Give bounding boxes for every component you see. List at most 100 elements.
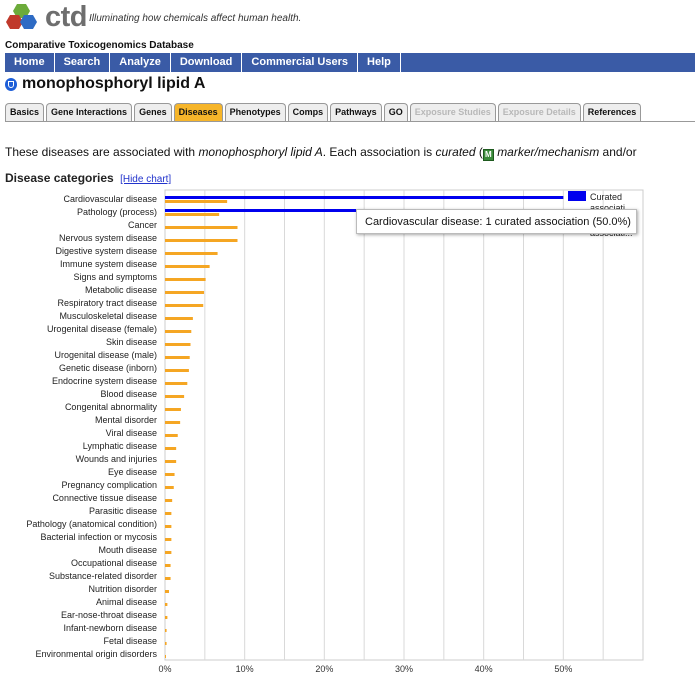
category-label: Cardiovascular disease [63,194,157,204]
category-label: Respiratory tract disease [57,298,157,308]
x-tick-label: 20% [315,664,333,674]
intro-part2: . Each association is [322,145,436,159]
section-title: Disease categories [Hide chart] [5,171,171,185]
nav-help[interactable]: Help [358,53,401,72]
category-label: Lymphatic disease [83,441,157,451]
association-bar[interactable] [165,382,188,385]
tab-go[interactable]: GO [383,103,408,121]
category-label: Pathology (anatomical condition) [26,519,157,529]
association-bar[interactable] [165,330,192,333]
category-label: Musculoskeletal disease [59,311,157,321]
legend-label-curated-cont: associati... [590,203,633,213]
association-bar[interactable] [165,434,178,437]
association-bar[interactable] [165,577,171,580]
association-bar[interactable] [165,447,177,450]
category-label: Signs and symptoms [73,272,157,282]
tab-references[interactable]: References [582,103,642,121]
category-label: Nutrition disorder [88,584,157,594]
category-label: Genetic disease (inborn) [59,363,157,373]
association-bar[interactable] [165,538,172,541]
association-bar[interactable] [165,369,189,372]
nav-home[interactable]: Home [5,53,55,72]
tab-divider [5,121,695,122]
x-tick-label: 30% [395,664,413,674]
curated-bar[interactable] [165,196,564,199]
category-label: Substance-related disorder [49,571,157,581]
main-nav: Home Search Analyze Download Commercial … [5,53,695,72]
category-label: Pregnancy complication [61,480,157,490]
nav-search[interactable]: Search [55,53,111,72]
hide-chart-link[interactable]: [Hide chart] [120,174,172,185]
association-bar[interactable] [165,408,181,411]
association-bar[interactable] [165,239,238,242]
site-name: Comparative Toxicogenomics Database [5,40,194,51]
association-bar[interactable] [165,551,172,554]
category-label: Infant-newborn disease [63,623,157,633]
tab-gene-interactions[interactable]: Gene Interactions [46,103,133,121]
association-bar[interactable] [165,655,166,658]
association-bar[interactable] [165,616,168,619]
association-bar[interactable] [165,629,167,632]
category-label: Endocrine system disease [52,376,157,386]
chart-grid [164,189,644,661]
association-bar[interactable] [165,499,173,502]
association-bar[interactable] [165,265,210,268]
association-bar[interactable] [165,473,175,476]
tagline: Illuminating how chemicals affect human … [89,13,302,24]
association-bar[interactable] [165,395,185,398]
association-bar[interactable] [165,278,206,281]
intro-chemical: monophosphoryl lipid A [198,145,323,159]
association-bar[interactable] [165,525,172,528]
intro-part3: ( [475,145,483,159]
association-bar[interactable] [165,603,168,606]
category-label: Cancer [128,220,157,230]
association-bar[interactable] [165,213,220,216]
association-bar[interactable] [165,200,228,203]
intro-marker: marker/mechanism [497,145,600,159]
category-label: Skin disease [106,337,157,347]
x-tick-label: 0% [158,664,171,674]
chemical-flask-icon [5,78,17,91]
nav-analyze[interactable]: Analyze [110,53,171,72]
category-label: Blood disease [100,389,157,399]
intro-part1: These diseases are associated with [5,145,199,159]
category-label: Parasitic disease [89,506,157,516]
association-bar[interactable] [165,291,205,294]
tab-pathways[interactable]: Pathways [330,103,382,121]
category-label: Pathology (process) [77,207,157,217]
tab-comps[interactable]: Comps [287,103,329,121]
tab-basics[interactable]: Basics [5,103,45,121]
tab-genes[interactable]: Genes [134,103,172,121]
association-bar[interactable] [165,421,181,424]
category-label: Environmental origin disorders [35,649,157,659]
category-label: Bacterial infection or mycosis [40,532,157,542]
association-bar[interactable] [165,252,218,255]
association-bar[interactable] [165,226,238,229]
category-label: Mouth disease [98,545,157,555]
association-bar[interactable] [165,304,204,307]
x-axis-ticks: 0% 10% 20% 30% 40% 50% [158,664,572,674]
nav-commercial-users[interactable]: Commercial Users [242,53,359,72]
page-title: monophosphoryl lipid A [22,75,206,92]
association-bar[interactable] [165,460,177,463]
association-bar[interactable] [165,512,172,515]
association-bar[interactable] [165,590,169,593]
tab-phenotypes[interactable]: Phenotypes [224,103,286,121]
logo-text: ctd [45,1,88,33]
category-label: Urogenital disease (female) [47,324,157,334]
association-bar[interactable] [165,564,171,567]
category-label: Metabolic disease [85,285,157,295]
association-bar[interactable] [165,356,190,359]
section-title-text: Disease categories [5,171,114,185]
tab-diseases[interactable]: Diseases [173,103,223,121]
x-tick-label: 10% [236,664,254,674]
association-bar[interactable] [165,642,167,645]
association-bar[interactable] [165,317,193,320]
association-bar[interactable] [165,343,191,346]
marker-mechanism-icon: M [482,149,494,161]
tab-exposure-details: Exposure Details [497,103,581,121]
nav-download[interactable]: Download [171,53,243,72]
category-label: Ear-nose-throat disease [61,610,157,620]
legend-swatch-curated [568,191,586,201]
association-bar[interactable] [165,486,174,489]
